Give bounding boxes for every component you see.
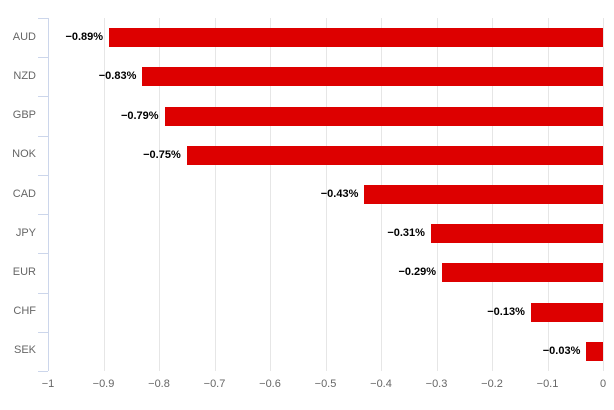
bar-value-label: −0.75% [143, 149, 181, 161]
grid-line [159, 18, 160, 371]
grid-line [270, 18, 271, 371]
bar-value-label: −0.79% [120, 110, 159, 122]
y-axis-tick [38, 293, 48, 294]
bar-value-label: −0.13% [487, 306, 525, 318]
bar-value-label: −0.89% [65, 31, 104, 43]
y-axis-line [48, 18, 49, 371]
grid-line [603, 18, 604, 371]
bar[interactable] [442, 263, 603, 282]
y-axis-tick [38, 214, 48, 215]
category-label: CAD [12, 188, 36, 200]
bar[interactable] [186, 146, 603, 165]
x-axis-tick-label: −0.6 [259, 378, 281, 390]
x-axis-tick-label: −0.3 [425, 378, 448, 390]
category-label: GBP [12, 109, 36, 121]
y-axis-tick [38, 332, 48, 333]
category-label: NZD [13, 70, 36, 82]
plot-area: −0.89% −0.83% −0.79% −0.75% −0.43% −0.31% −0.2… [38, 18, 604, 372]
bar-value-label: −0.43% [320, 188, 359, 200]
x-axis-tick-label: −0.1 [536, 378, 559, 390]
y-axis-tick [38, 136, 48, 137]
bar[interactable] [430, 224, 603, 243]
grid-line [214, 18, 216, 371]
bar-value-label: −0.31% [387, 227, 425, 239]
category-label: JPY [15, 227, 36, 239]
x-axis-tick-label: −0.5 [314, 378, 337, 390]
category-label: NOK [12, 148, 36, 160]
x-axis-tick-label: −0.2 [481, 378, 503, 390]
grid-line [325, 18, 327, 371]
bar[interactable] [530, 303, 603, 322]
category-label: EUR [12, 266, 36, 278]
grid-line [103, 18, 105, 371]
x-axis-tick-label: −0.7 [203, 378, 226, 390]
bar[interactable] [364, 185, 603, 204]
bar[interactable] [164, 107, 603, 126]
bar[interactable] [109, 28, 603, 47]
y-axis-tick [38, 18, 48, 19]
y-axis-tick [38, 371, 48, 372]
x-axis-tick-label: −1 [41, 378, 55, 390]
category-label: SEK [13, 344, 36, 356]
category-label: AUD [12, 31, 36, 43]
bar[interactable] [586, 342, 603, 361]
bar-value-label: −0.29% [398, 266, 437, 278]
bar-value-label: −0.03% [542, 345, 581, 357]
category-label: CHF [13, 305, 36, 317]
y-axis-tick [38, 175, 48, 176]
x-axis-tick-label: −0.8 [148, 378, 170, 390]
bar-value-label: −0.83% [98, 70, 137, 82]
x-axis-tick-label: 0 [599, 378, 607, 390]
y-axis-tick [38, 57, 48, 58]
x-axis-tick-label: −0.4 [370, 378, 392, 390]
y-axis-tick [38, 96, 48, 97]
bar[interactable] [142, 67, 603, 86]
x-axis-tick-label: −0.9 [92, 378, 115, 390]
y-axis-tick [38, 253, 48, 254]
